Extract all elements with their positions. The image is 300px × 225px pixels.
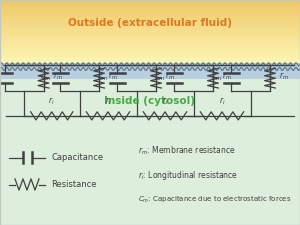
Bar xyxy=(0,4,300,6)
Text: $r_m$: $r_m$ xyxy=(165,70,175,82)
Text: $r_m$: Membrane resistance: $r_m$: Membrane resistance xyxy=(138,144,236,157)
Text: $r_m$: $r_m$ xyxy=(279,70,289,82)
Text: Outside (extracellular fluid): Outside (extracellular fluid) xyxy=(68,18,232,27)
Bar xyxy=(0,27,300,29)
Bar xyxy=(0,8,300,11)
Bar xyxy=(0,37,300,40)
Bar xyxy=(0,52,300,55)
Text: Inside (cytosol): Inside (cytosol) xyxy=(104,96,196,106)
Text: $c_m$: $c_m$ xyxy=(211,73,222,83)
Bar xyxy=(0,46,300,48)
Bar xyxy=(0,54,300,57)
Bar xyxy=(0,2,300,4)
Bar xyxy=(0,6,300,8)
Bar xyxy=(0,0,300,2)
Bar xyxy=(0,18,300,21)
Text: $r_i$: $r_i$ xyxy=(48,95,55,107)
Bar xyxy=(0,56,300,59)
Bar xyxy=(0,29,300,32)
Text: $r_m$: $r_m$ xyxy=(222,70,232,82)
Text: $r_i$: $r_i$ xyxy=(162,95,168,107)
Text: $r_m$: $r_m$ xyxy=(108,70,118,82)
Bar xyxy=(0,50,300,52)
Bar xyxy=(0,14,300,17)
Bar xyxy=(0,63,300,225)
Text: $c_m$: $c_m$ xyxy=(40,73,51,83)
Text: Capacitance: Capacitance xyxy=(51,153,103,162)
Bar xyxy=(0,25,300,27)
Bar xyxy=(0,44,300,46)
Bar xyxy=(0,33,300,36)
Bar xyxy=(0,35,300,38)
Bar xyxy=(0,42,300,44)
Text: $r_i$: $r_i$ xyxy=(219,95,225,107)
Bar xyxy=(0,39,300,42)
Text: $c_m$: $c_m$ xyxy=(97,73,108,83)
Text: $r_m$: $r_m$ xyxy=(52,70,62,82)
Bar xyxy=(0,23,300,25)
Text: Resistance: Resistance xyxy=(51,180,97,189)
Bar xyxy=(0,12,300,15)
Bar xyxy=(0,61,300,63)
Bar xyxy=(0,48,300,50)
Bar xyxy=(0,16,300,19)
Bar xyxy=(0,20,300,23)
Text: $c_m$: $c_m$ xyxy=(154,73,165,83)
Bar xyxy=(0,31,300,34)
Text: $r_i$: $r_i$ xyxy=(105,95,111,107)
Bar xyxy=(0,63,300,79)
Bar xyxy=(0,58,300,61)
Text: $r_i$: Longitudinal resistance: $r_i$: Longitudinal resistance xyxy=(138,169,238,182)
Bar xyxy=(0,10,300,13)
Text: $C_m$: Capacitance due to electrostatic forces: $C_m$: Capacitance due to electrostatic … xyxy=(138,195,291,205)
